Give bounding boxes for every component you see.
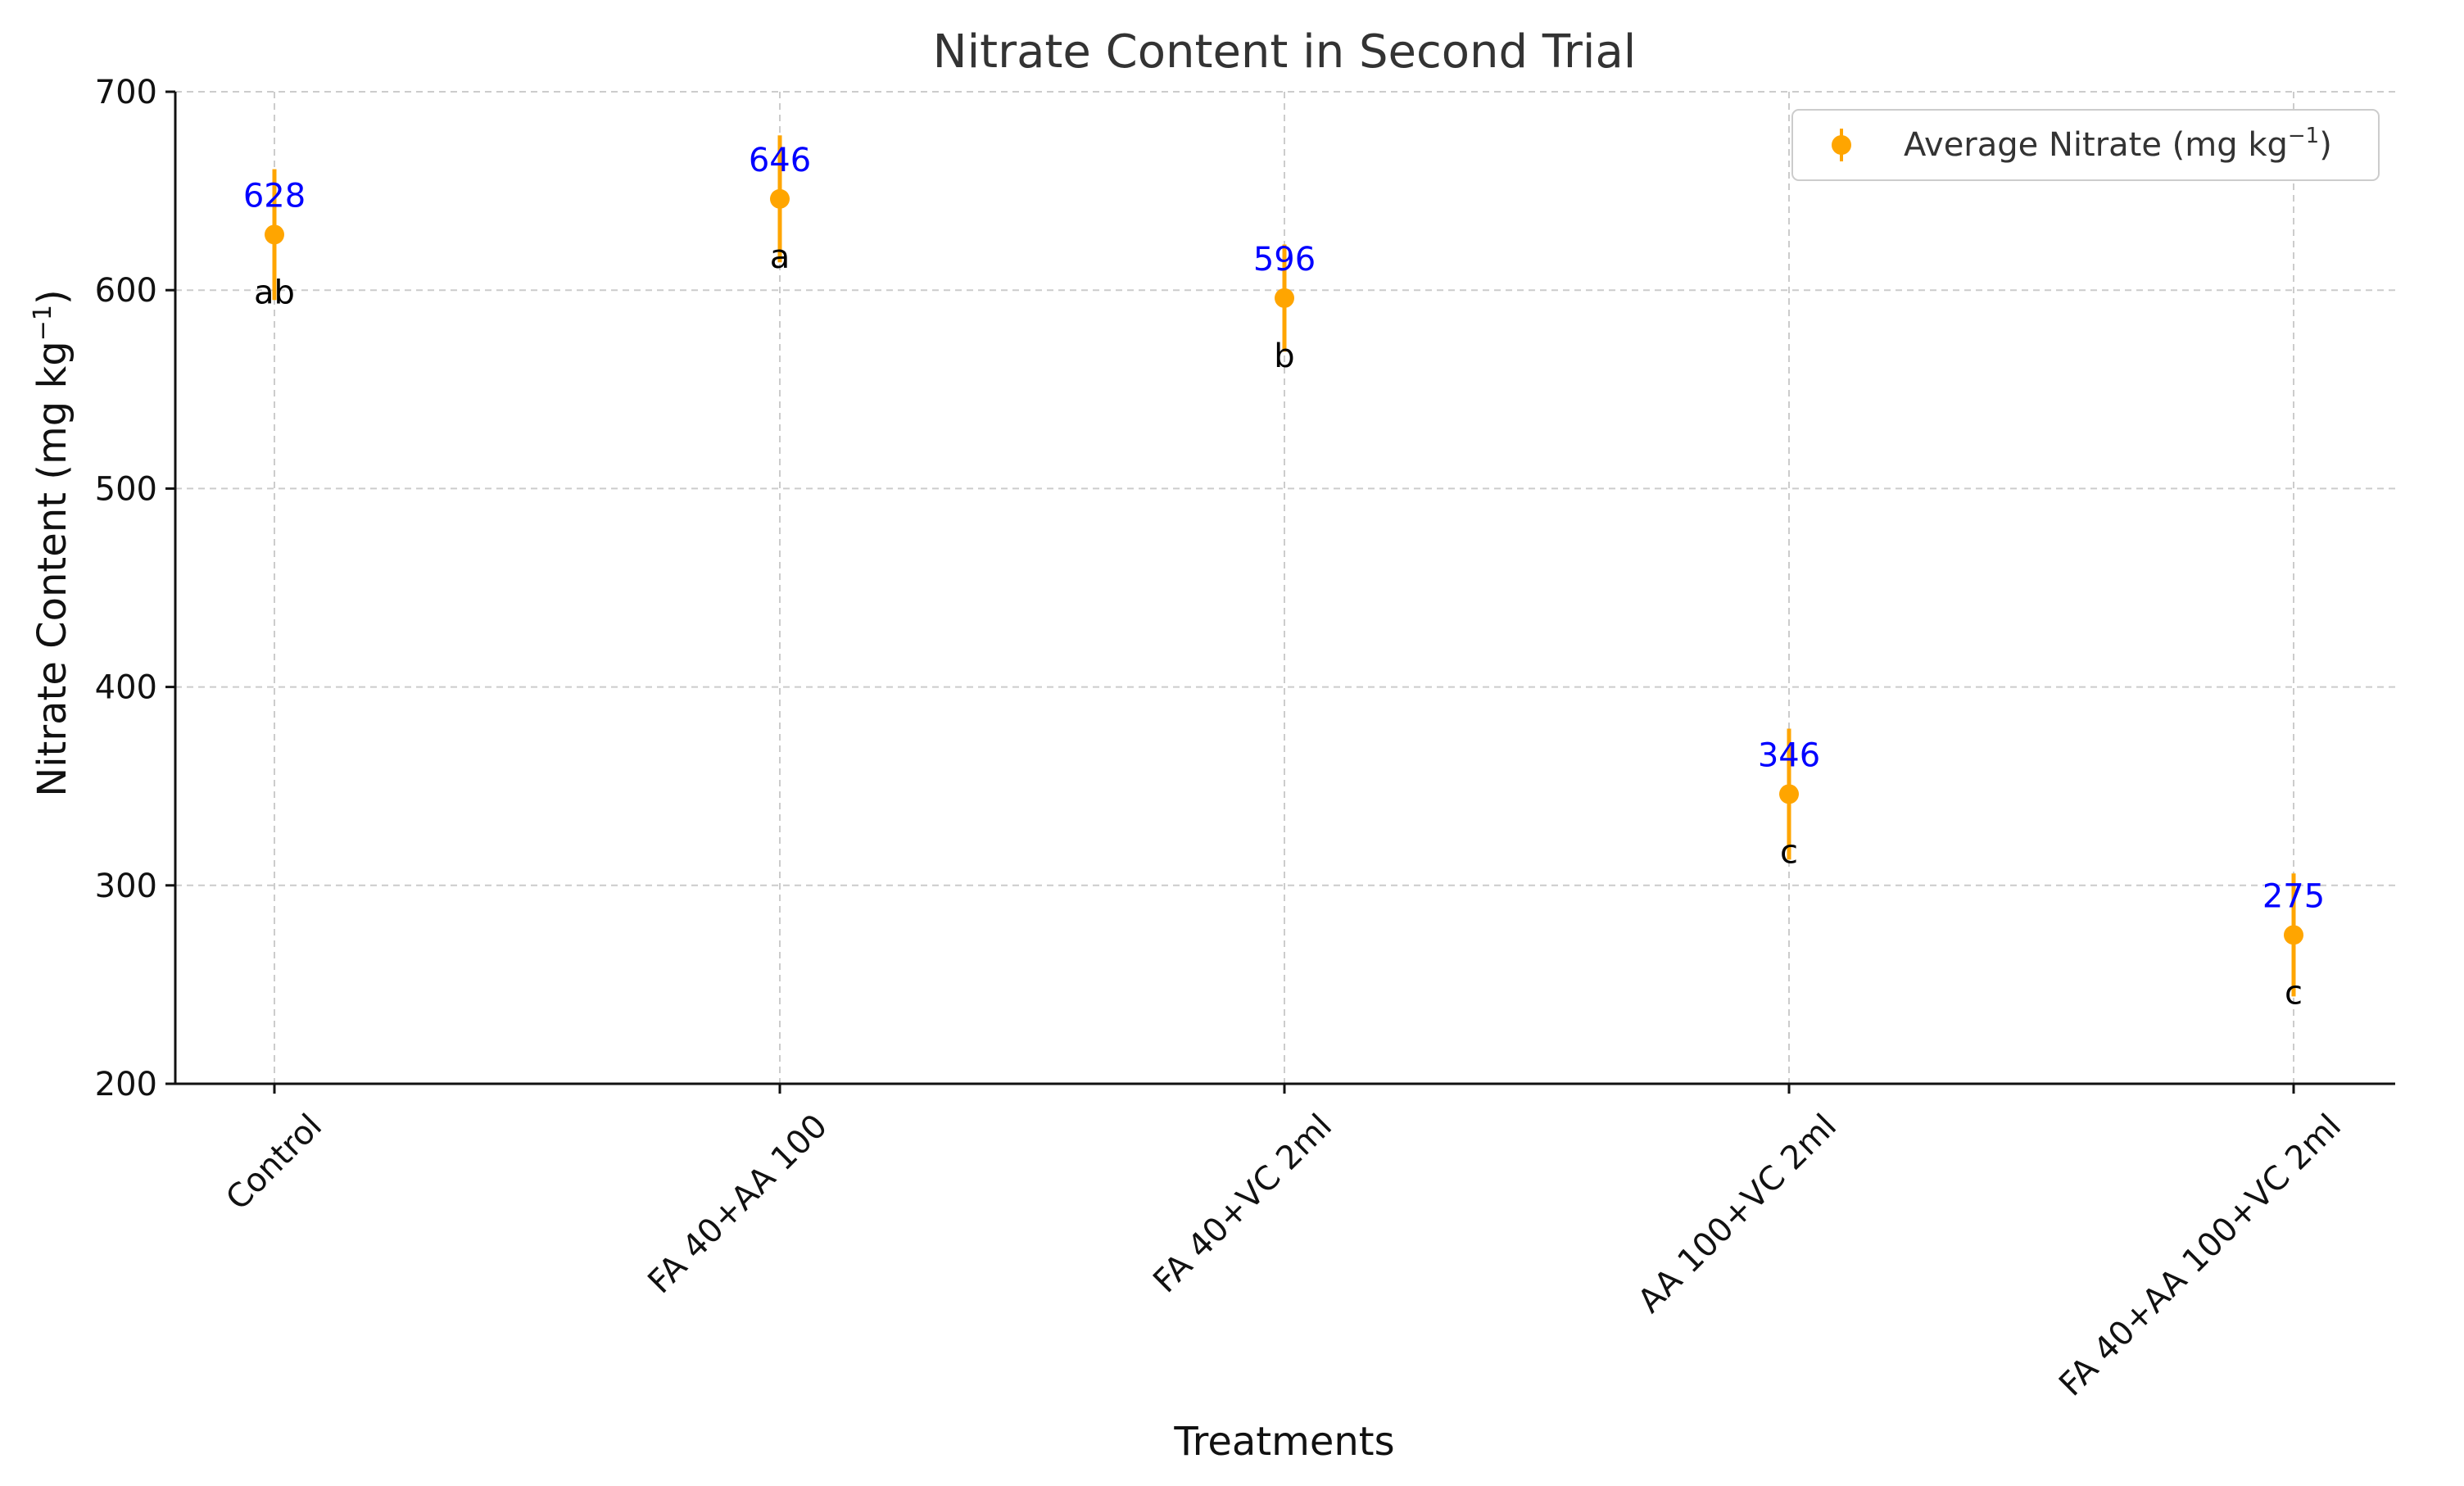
data-point <box>770 188 790 209</box>
legend-entry-label: Average Nitrate (mg kg−1) <box>1904 124 2332 164</box>
y-axis-label-superscript: −1 <box>29 305 57 341</box>
y-axis-label-close: ) <box>29 289 75 305</box>
legend-box <box>1791 109 2380 181</box>
y-tick-label: 200 <box>95 1066 157 1103</box>
y-tick-label: 400 <box>95 669 157 707</box>
value-label: 628 <box>243 177 306 215</box>
x-tick-label: FA 40+VC 2ml <box>1146 1108 1339 1301</box>
data-point <box>1779 784 1799 804</box>
value-label: 346 <box>1758 736 1820 774</box>
data-point <box>265 224 284 245</box>
legend-entry-main: Average Nitrate (mg kg <box>1904 126 2288 164</box>
y-axis-ticks: 200 300 400 500 600 700 <box>95 74 175 1103</box>
y-axis-label-main: Nitrate Content (mg kg <box>29 341 75 796</box>
legend-entry-superscript: −1 <box>2288 124 2319 148</box>
chart-title: Nitrate Content in Second Trial <box>933 25 1637 79</box>
data-point <box>1275 288 1294 308</box>
data-marks: 628 ab 646 a 596 b 346 c 275 c <box>243 135 2325 1012</box>
y-tick-label: 600 <box>95 272 157 310</box>
x-tick-label: FA 40+AA 100+VC 2ml <box>2052 1108 2348 1404</box>
significance-letter: c <box>1780 833 1798 871</box>
value-label: 275 <box>2262 877 2325 915</box>
significance-letter: b <box>1274 338 1294 375</box>
x-axis-label: Treatments <box>1173 1419 1394 1465</box>
y-tick-label: 300 <box>95 868 157 905</box>
significance-letter: ab <box>254 274 295 311</box>
x-axis-ticks: Control FA 40+AA 100 FA 40+VC 2ml AA 100+VC… <box>219 1084 2348 1403</box>
value-label: 596 <box>1253 241 1316 279</box>
x-tick-label: AA 100+VC 2ml <box>1631 1108 1844 1321</box>
y-tick-label: 500 <box>95 470 157 508</box>
legend-marker-icon <box>1832 135 1851 155</box>
value-label: 646 <box>749 142 811 179</box>
significance-letter: a <box>770 238 790 276</box>
legend: Average Nitrate (mg kg−1) <box>1791 109 2380 181</box>
legend-entry-close: ) <box>2319 126 2332 164</box>
y-tick-label: 700 <box>95 74 157 111</box>
data-point <box>2284 925 2303 945</box>
x-tick-label: FA 40+AA 100 <box>641 1108 835 1302</box>
y-axis-label: Nitrate Content (mg kg−1) <box>29 289 75 796</box>
significance-letter: c <box>2285 974 2303 1012</box>
x-tick-label: Control <box>219 1108 329 1218</box>
